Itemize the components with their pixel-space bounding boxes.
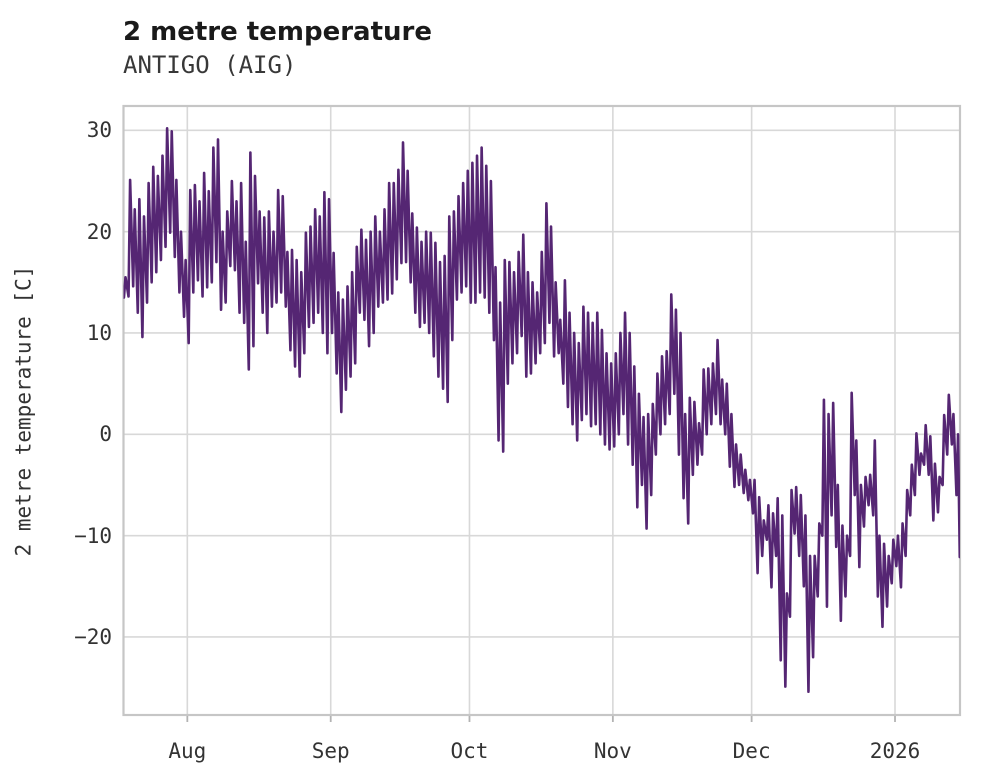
y-tick-label: 20 [86, 219, 112, 244]
y-tick-label: 10 [86, 320, 112, 345]
x-tick-label: 2026 [869, 739, 921, 763]
x-tick-label: Dec [732, 739, 771, 763]
temperature-line [123, 126, 960, 693]
y-axis-label: 2 metre temperature [C] [11, 265, 36, 556]
y-tick-label: −20 [74, 624, 112, 649]
x-tick-label: Nov [593, 739, 632, 763]
y-tick-label: 0 [99, 422, 112, 447]
x-tick-label: Sep [311, 739, 350, 763]
chart-title: 2 metre temperature [123, 17, 432, 47]
y-tick-label: 30 [86, 118, 112, 143]
x-tick-label: Aug [168, 739, 207, 763]
x-tick-label: Oct [450, 739, 489, 763]
y-tick-label: −10 [74, 523, 112, 548]
chart-subtitle-station: ANTIGO (AIG) [123, 51, 297, 79]
plot-border [122, 104, 962, 717]
